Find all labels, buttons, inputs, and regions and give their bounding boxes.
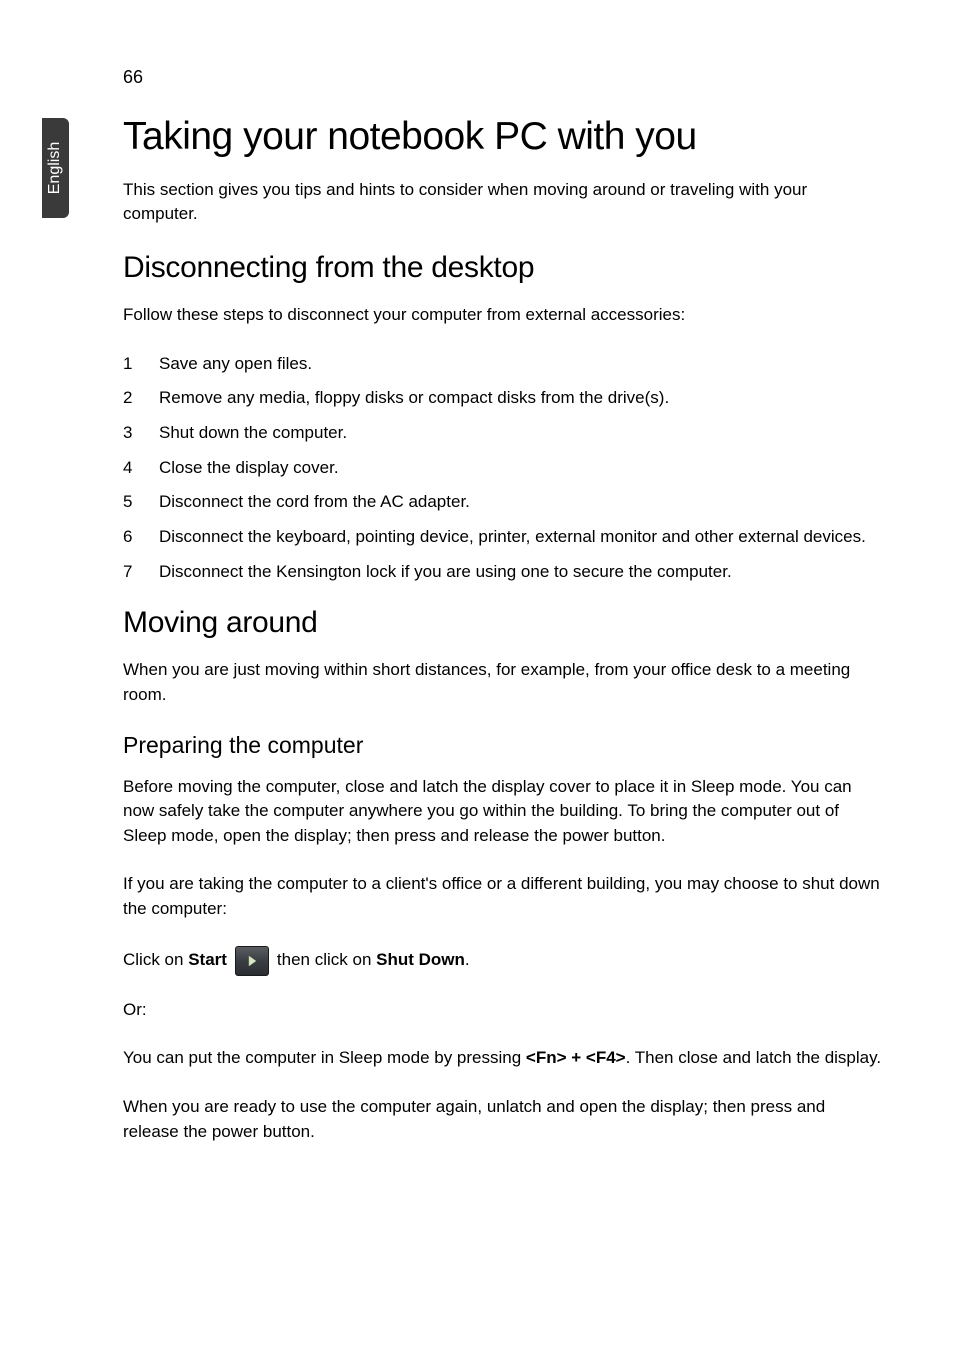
disconnect-lead: Follow these steps to disconnect your co… bbox=[123, 303, 883, 328]
start-shutdown-line: Click on Start then click on Shut Down. bbox=[123, 946, 883, 976]
preparing-heading: Preparing the computer bbox=[123, 732, 883, 759]
language-label: English bbox=[47, 142, 65, 194]
preparing-para1: Before moving the computer, close and la… bbox=[123, 775, 883, 849]
start-arrow-icon bbox=[235, 946, 269, 976]
text-fragment: then click on Shut Down. bbox=[277, 948, 470, 973]
list-item: Shut down the computer. bbox=[123, 421, 883, 446]
list-item: Disconnect the Kensington lock if you ar… bbox=[123, 560, 883, 585]
sleep-mode-paragraph: You can put the computer in Sleep mode b… bbox=[123, 1046, 883, 1071]
moving-lead: When you are just moving within short di… bbox=[123, 658, 883, 707]
key-combo: <Fn> + <F4> bbox=[526, 1048, 626, 1067]
list-item: Save any open files. bbox=[123, 352, 883, 377]
list-item: Disconnect the keyboard, pointing device… bbox=[123, 525, 883, 550]
page-number: 66 bbox=[123, 67, 143, 88]
moving-heading: Moving around bbox=[123, 606, 883, 640]
disconnect-heading: Disconnecting from the desktop bbox=[123, 251, 883, 285]
disconnect-steps-list: Save any open files. Remove any media, f… bbox=[123, 352, 883, 584]
preparing-para2: If you are taking the computer to a clie… bbox=[123, 872, 883, 921]
shutdown-label: Shut Down bbox=[376, 950, 465, 969]
language-side-tab: English bbox=[42, 118, 69, 218]
page-title-h1: Taking your notebook PC with you bbox=[123, 115, 883, 160]
list-item: Remove any media, floppy disks or compac… bbox=[123, 386, 883, 411]
list-item: Close the display cover. bbox=[123, 456, 883, 481]
intro-paragraph: This section gives you tips and hints to… bbox=[123, 178, 883, 227]
text-fragment: Click on Start bbox=[123, 948, 227, 973]
page-content: Taking your notebook PC with you This se… bbox=[123, 115, 883, 1168]
preparing-last-paragraph: When you are ready to use the computer a… bbox=[123, 1095, 883, 1144]
list-item: Disconnect the cord from the AC adapter. bbox=[123, 490, 883, 515]
start-label: Start bbox=[188, 950, 227, 969]
or-label: Or: bbox=[123, 998, 883, 1023]
